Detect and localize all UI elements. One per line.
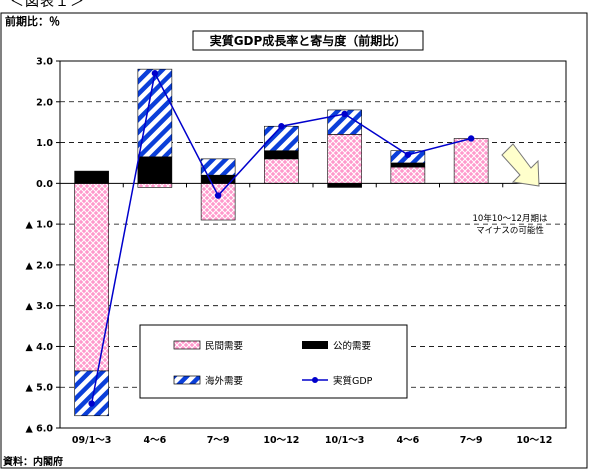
y-tick-label: 2.0 (36, 97, 53, 108)
chart-border (0, 12, 588, 469)
gdp-point (404, 151, 412, 158)
gdp-point (467, 135, 475, 142)
source-note: 資料：内閣府 (3, 455, 63, 468)
legend-label-gdp: 実質GDP (333, 375, 373, 387)
y-tick-label: ▲ 1.0 (26, 220, 54, 231)
gdp-point (341, 110, 348, 118)
y-tick-label: 3.0 (36, 57, 53, 68)
y-axis-label: 前期比：％ (5, 14, 60, 28)
x-tick-label: 10～12 (263, 435, 299, 446)
zero-axis (59, 182, 567, 188)
legend-marker-gdp (312, 377, 318, 383)
x-tick-label: 10～12 (516, 435, 552, 446)
gdp-point (214, 192, 222, 199)
y-tick-label: 0.0 (36, 179, 53, 190)
legend-swatch-public (302, 341, 328, 349)
annotation-line-1: 10年10～12月期は (473, 213, 548, 224)
gdp-point (88, 400, 95, 407)
plot-area-border (59, 60, 567, 429)
annotation: 10年10～12月期は マイナスの可能性 (473, 143, 548, 236)
bar-foreign-demand (137, 68, 173, 158)
bar-private-demand (200, 183, 236, 221)
bar-private-demand (327, 134, 362, 184)
bar-foreign-demand (74, 370, 109, 417)
bar-public-demand (264, 150, 299, 160)
legend-swatch-foreign (173, 375, 201, 385)
y-tick-label: 1.0 (36, 138, 53, 149)
legend-label-public: 公的需要 (333, 340, 371, 352)
y-tick-label: ▲ 3.0 (26, 301, 54, 312)
bar-private-demand (390, 166, 426, 184)
title-box (192, 30, 424, 51)
y-tick-label: ▲ 6.0 (26, 424, 54, 435)
y-tick-label: ▲ 4.0 (26, 342, 54, 353)
figure-caption: ＜図表１＞ (10, 0, 85, 10)
bar-public-demand (74, 170, 109, 184)
bar-public-demand (390, 162, 426, 168)
x-tick-label: 4～6 (397, 435, 420, 446)
annotation-line-2: マイナスの可能性 (476, 225, 544, 236)
bar-public-demand (327, 183, 362, 188)
legend-label-foreign: 海外需要 (205, 375, 243, 387)
annotation-arrow (501, 143, 540, 187)
bar-private-demand (453, 138, 489, 184)
bar-foreign-demand (200, 158, 236, 176)
legend-label-private: 民間需要 (205, 341, 243, 352)
gdp-point (278, 123, 285, 130)
x-tick-label: 7～9 (460, 435, 483, 446)
gdp-point (151, 70, 159, 77)
x-tick-label: 7～9 (207, 435, 230, 446)
x-axis-labels: 09/1～3 4～6 7～9 10～12 10/1～3 4～6 7～9 10～12 (72, 435, 552, 446)
legend-swatch-private (173, 340, 201, 350)
y-axis-ticks: 3.0 2.0 1.0 0.0 ▲ 1.0 ▲ 2.0 ▲ 3.0 ▲ 4.0 ▲ 5.0 ▲ 6… (26, 57, 60, 435)
bar-private-demand (137, 183, 173, 188)
y-tick-label: ▲ 5.0 (26, 383, 54, 394)
legend-box (139, 324, 408, 399)
x-tick-label: 09/1～3 (72, 435, 111, 446)
x-tick-label: 10/1～3 (325, 435, 364, 446)
chart-title: 実質GDP成長率と寄与度（前期比） (210, 33, 407, 48)
bars-layer (74, 68, 489, 417)
gdp-line-layer (88, 70, 475, 407)
x-tick-label: 4～6 (144, 435, 167, 446)
bar-public-demand (137, 156, 173, 184)
gdp-contribution-chart: 前期比：％ 実質GDP成長率と寄与度（前期比） 3.0 2.0 1.0 0.0 ▲ 1.… (0, 12, 588, 469)
y-tick-label: ▲ 2.0 (26, 260, 54, 271)
bar-private-demand (264, 158, 299, 184)
legend: 民間需要 公的需要 海外需要 実質GDP (139, 324, 408, 399)
